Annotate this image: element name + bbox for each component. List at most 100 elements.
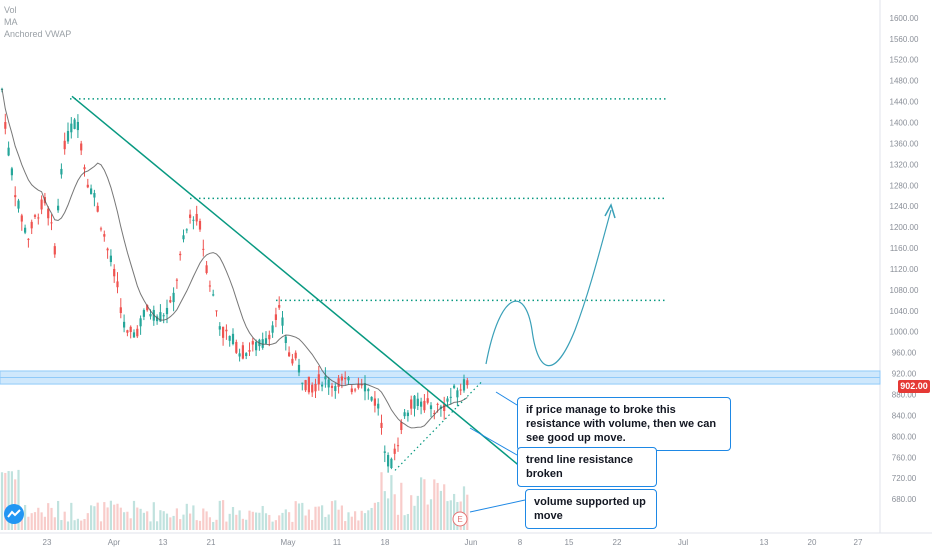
candle-body: [462, 379, 466, 391]
candle-body: [40, 199, 43, 210]
volume-bar: [222, 500, 225, 530]
x-tick-label: Jun: [465, 538, 478, 547]
volume-bar: [245, 519, 248, 530]
candle-body: [413, 395, 416, 409]
candle-body: [354, 389, 357, 391]
candle-body: [113, 268, 116, 277]
candle-body: [20, 215, 23, 222]
volume-bar: [288, 512, 291, 530]
volume-bar: [416, 495, 419, 530]
candle-body: [406, 412, 409, 417]
volume-bar: [344, 521, 347, 530]
volume-bar: [278, 515, 281, 530]
volume-bar: [30, 513, 33, 530]
volume-bar: [439, 490, 442, 530]
candle-body: [66, 130, 70, 142]
candle-body: [334, 386, 337, 392]
candle-body: [251, 341, 254, 345]
candle-body: [126, 330, 129, 333]
support-line: [394, 381, 483, 471]
candle-body: [205, 265, 208, 273]
candle-body: [377, 403, 380, 409]
volume-bar: [73, 520, 76, 530]
volume-bar: [179, 519, 182, 530]
candle-body: [63, 140, 66, 150]
candle-body: [297, 364, 301, 373]
volume-bar: [340, 505, 343, 530]
y-tick-label: 1000.00: [890, 328, 919, 337]
callout-resistance-breakout[interactable]: if price manage to broke this resistance…: [517, 397, 731, 451]
volume-bar: [70, 502, 73, 530]
candle-body: [189, 214, 192, 218]
volume-bar: [255, 512, 258, 530]
candle-body: [27, 238, 30, 240]
candle-body: [165, 307, 169, 315]
candle-body: [383, 451, 386, 453]
volume-bar: [261, 505, 264, 530]
candle-body: [70, 123, 73, 133]
y-tick-label: 1120.00: [890, 265, 919, 274]
candle-body: [50, 222, 53, 224]
volume-bar: [126, 511, 129, 530]
candle-body: [123, 321, 126, 328]
candle-body: [278, 305, 281, 308]
y-tick-label: 1040.00: [890, 307, 919, 316]
volume-bar: [80, 520, 83, 530]
volume-bar: [47, 503, 50, 530]
legend-vwap[interactable]: Anchored VWAP: [4, 29, 72, 39]
y-tick-label: 1400.00: [890, 118, 919, 127]
volume-bar: [301, 502, 304, 530]
candle-body: [271, 325, 274, 333]
candle-body: [17, 200, 20, 209]
candle-body: [423, 400, 426, 411]
legend-vol[interactable]: Vol: [4, 5, 17, 15]
candle-body: [222, 326, 225, 338]
volume-bar: [400, 482, 403, 530]
candle-body: [304, 380, 307, 391]
candle-body: [400, 422, 403, 431]
volume-bar: [264, 513, 268, 530]
candle-body: [132, 332, 136, 338]
candle-body: [453, 385, 456, 388]
volume-bar: [324, 516, 327, 530]
candle-body: [350, 388, 353, 393]
candle-body: [459, 389, 462, 391]
callout-volume[interactable]: volume supported up move: [525, 489, 657, 529]
volume-bar: [251, 511, 254, 530]
volume-bar: [123, 512, 126, 530]
volume-bar: [37, 507, 40, 530]
candle-body: [416, 398, 419, 406]
candle-body: [14, 195, 17, 198]
candle-body: [403, 412, 406, 417]
x-tick-label: 27: [854, 538, 863, 547]
candle-body: [291, 358, 294, 364]
legend-ma[interactable]: MA: [4, 17, 18, 27]
y-tick-label: 1600.00: [890, 14, 919, 23]
candle-body: [466, 380, 469, 386]
candle-body: [264, 338, 268, 344]
candle-body: [159, 312, 162, 322]
volume-bar: [159, 510, 162, 530]
candle-body: [380, 422, 383, 428]
x-tick-label: 21: [207, 538, 216, 547]
candle-body: [99, 228, 103, 230]
candle-body: [426, 398, 429, 403]
candle-body: [195, 213, 198, 222]
tradingview-logo-icon[interactable]: [4, 504, 24, 524]
volume-bar: [208, 517, 211, 530]
volume-bar: [357, 520, 360, 530]
volume-bar: [347, 512, 350, 530]
candle-body: [433, 412, 436, 414]
volume-bar: [90, 505, 93, 530]
volume-bar: [195, 520, 198, 530]
candle-body: [238, 353, 241, 357]
volume-bar: [109, 500, 112, 530]
volume-bar: [360, 510, 363, 530]
callout-trendline-broken[interactable]: trend line resistance broken: [517, 447, 657, 487]
volume-bar: [132, 500, 136, 530]
y-tick-label: 1200.00: [890, 223, 919, 232]
earnings-badge-label: E: [457, 515, 462, 524]
candle-body: [274, 314, 277, 320]
candle-body: [53, 246, 56, 255]
